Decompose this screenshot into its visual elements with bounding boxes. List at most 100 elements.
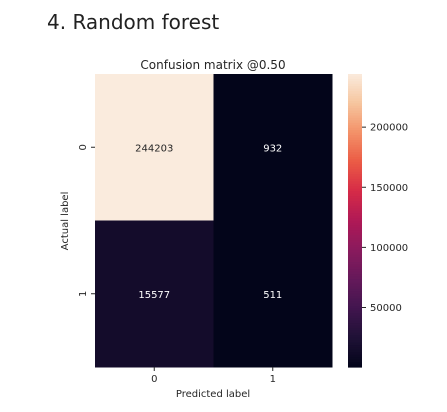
- colorbar-segment: [348, 81, 362, 85]
- colorbar-segment: [348, 318, 362, 322]
- colorbar-segment: [348, 293, 362, 297]
- colorbar-segment: [348, 254, 362, 258]
- colorbar-segment: [348, 340, 362, 344]
- colorbar-segment: [348, 274, 362, 278]
- colorbar-segment: [348, 259, 362, 263]
- colorbar-segment: [348, 237, 362, 241]
- section-heading: 4. Random forest: [47, 10, 220, 34]
- colorbar-segment: [348, 91, 362, 95]
- colorbar-segment: [348, 157, 362, 161]
- colorbar-segment: [348, 161, 362, 165]
- colorbar-segment: [348, 125, 362, 129]
- colorbar-segment: [348, 203, 362, 207]
- heatmap-cell-r0-c0: [95, 74, 214, 221]
- colorbar-segment: [348, 335, 362, 339]
- colorbar-segment: [348, 301, 362, 305]
- colorbar-segment: [348, 220, 362, 224]
- colorbar-segment: [348, 191, 362, 195]
- colorbar-segment: [348, 147, 362, 151]
- colorbar-segment: [348, 100, 362, 104]
- colorbar-segment: [348, 347, 362, 351]
- colorbar-tick-label: 100000: [370, 243, 408, 254]
- colorbar-segment: [348, 357, 362, 361]
- colorbar-segment: [348, 308, 362, 312]
- x-axis-label: Predicted label: [176, 389, 250, 400]
- colorbar-segment: [348, 230, 362, 234]
- colorbar-segment: [348, 218, 362, 222]
- colorbar-segment: [348, 152, 362, 156]
- colorbar-segment: [348, 86, 362, 90]
- colorbar-segment: [348, 310, 362, 314]
- colorbar-segment: [348, 281, 362, 285]
- colorbar-segment: [348, 345, 362, 349]
- colorbar-segment: [348, 247, 362, 251]
- colorbar-segment: [348, 271, 362, 275]
- colorbar-segment: [348, 132, 362, 136]
- colorbar-segment: [348, 283, 362, 288]
- cell-value-label: 511: [263, 290, 282, 301]
- colorbar-segment: [348, 113, 362, 117]
- colorbar-segment: [348, 313, 362, 317]
- x-tick-label: 0: [151, 374, 157, 385]
- colorbar-segment: [348, 232, 362, 236]
- colorbar-segment: [348, 200, 362, 205]
- colorbar-segment: [348, 164, 362, 168]
- colorbar-segment: [348, 354, 362, 358]
- heatmap-cell-labels: 244203 932 15577 511: [135, 143, 282, 301]
- y-tick-label: 1: [78, 291, 89, 297]
- colorbar-segment: [348, 257, 362, 261]
- colorbar-segment: [348, 122, 362, 126]
- colorbar-segment: [348, 95, 362, 100]
- colorbar-segment: [348, 103, 362, 107]
- colorbar: 50000 100000 150000 200000: [348, 74, 408, 368]
- colorbar-segment: [348, 349, 362, 353]
- colorbar-segment: [348, 88, 362, 92]
- colorbar-segment: [348, 117, 362, 121]
- colorbar-segment: [348, 240, 362, 244]
- colorbar-segment: [348, 105, 362, 109]
- colorbar-tick-label: 150000: [370, 183, 408, 194]
- colorbar-segment: [348, 264, 362, 268]
- cell-value-label: 932: [263, 143, 282, 154]
- colorbar-segment: [348, 176, 362, 180]
- colorbar-segment: [348, 74, 362, 78]
- colorbar-segment: [348, 359, 362, 363]
- colorbar-segment: [348, 252, 362, 256]
- colorbar-segment: [348, 222, 362, 226]
- colorbar-segment: [348, 242, 362, 246]
- colorbar-segment: [348, 342, 362, 346]
- colorbar-tick-label: 50000: [370, 303, 402, 314]
- colorbar-segment: [348, 330, 362, 334]
- colorbar-segment: [348, 210, 362, 214]
- colorbar-segment: [348, 171, 362, 175]
- colorbar-segment: [348, 174, 362, 178]
- colorbar-segment: [348, 78, 362, 82]
- heatmap-cell-r0-c1: [213, 74, 333, 221]
- x-tick-label: 1: [270, 374, 276, 385]
- colorbar-segment: [348, 110, 362, 114]
- colorbar-tick-label: 200000: [370, 123, 408, 134]
- colorbar-segment: [348, 352, 362, 356]
- colorbar-segment: [348, 323, 362, 327]
- colorbar-segment: [348, 315, 362, 319]
- colorbar-segment: [348, 320, 362, 324]
- colorbar-segment: [348, 193, 362, 197]
- colorbar-segment: [348, 269, 362, 273]
- colorbar-segment: [348, 135, 362, 139]
- colorbar-segment: [348, 186, 362, 190]
- colorbar-segment: [348, 332, 362, 336]
- colorbar-segment: [348, 296, 362, 300]
- colorbar-segment: [348, 362, 362, 366]
- colorbar-segment: [348, 83, 362, 87]
- colorbar-segment: [348, 305, 362, 309]
- cell-value-label: 15577: [138, 290, 170, 301]
- colorbar-segment: [348, 115, 362, 119]
- colorbar-segment: [348, 139, 362, 143]
- colorbar-segment: [348, 288, 362, 292]
- colorbar-segment: [348, 364, 362, 368]
- colorbar-segment: [348, 225, 362, 229]
- colorbar-segment: [348, 76, 362, 80]
- colorbar-segment: [348, 208, 362, 212]
- colorbar-segment: [348, 181, 362, 185]
